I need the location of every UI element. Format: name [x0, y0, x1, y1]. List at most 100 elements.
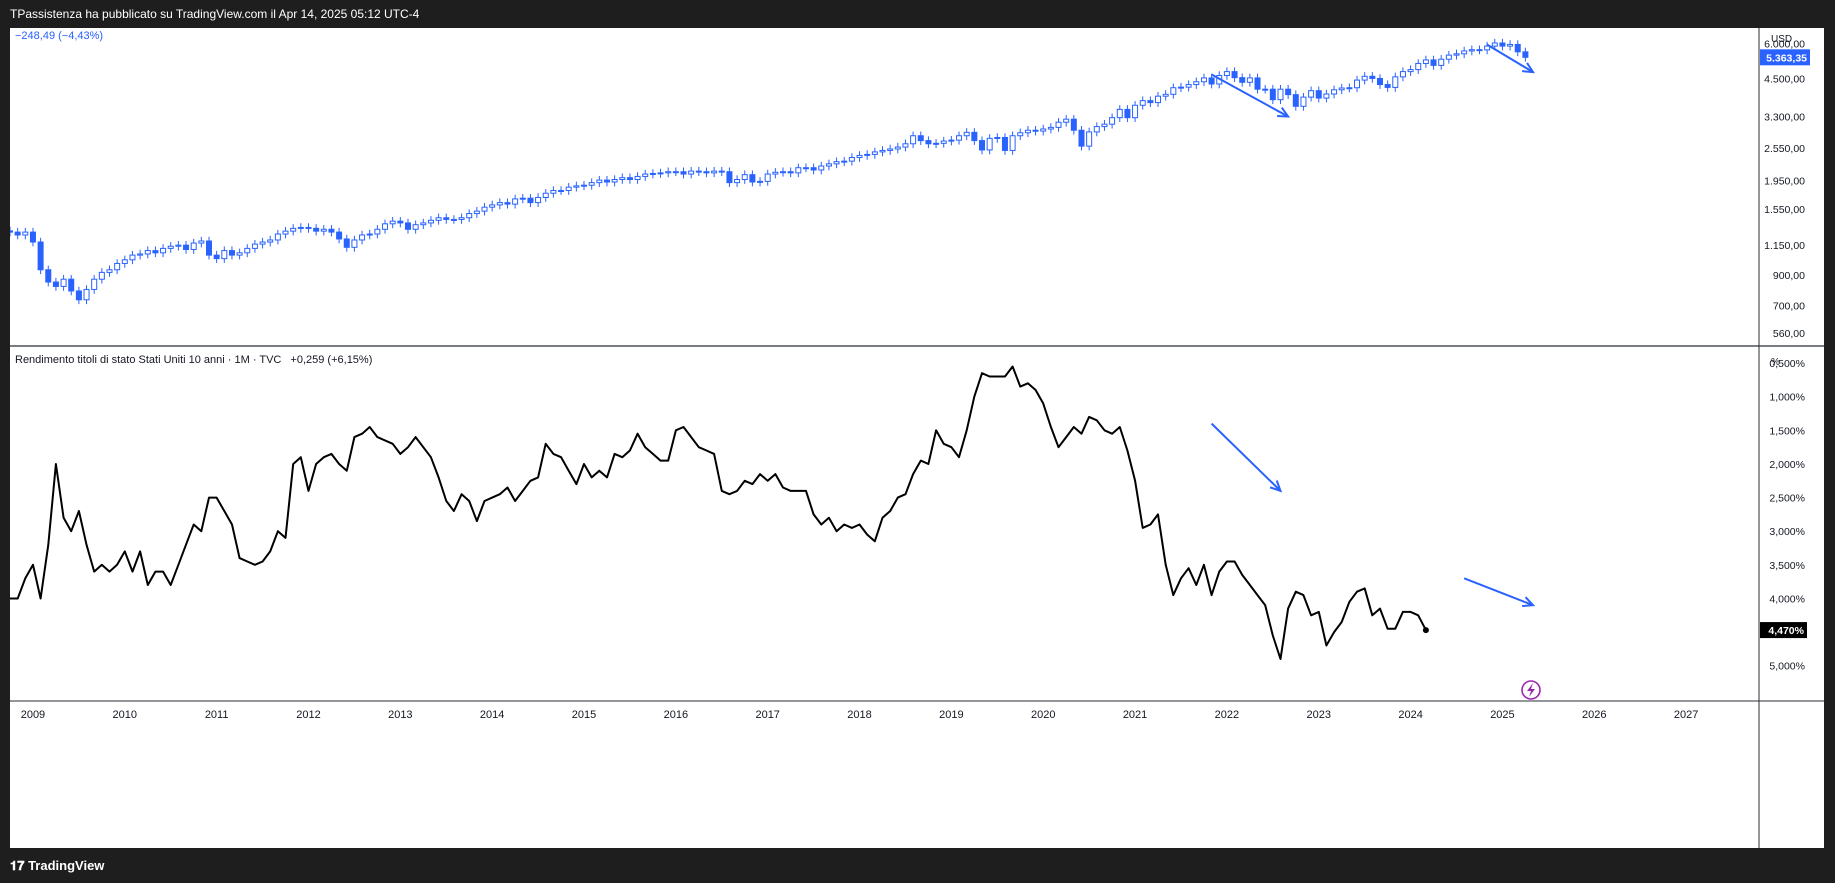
candle-body [213, 254, 220, 260]
candle-body [267, 239, 274, 243]
trend-arrow-head [1269, 480, 1283, 493]
candle-body [542, 192, 549, 198]
time-tick-label: 2025 [1490, 709, 1514, 721]
candle-body [772, 171, 779, 175]
candle-body [596, 179, 603, 184]
candle-body [22, 231, 29, 236]
candle-body [703, 171, 710, 174]
candle-body [336, 231, 343, 240]
spx-tick-label: 560,00 [1773, 328, 1805, 340]
candle-body [519, 197, 526, 200]
spx-last-price-badge [1760, 49, 1810, 66]
candle-body [205, 240, 212, 256]
candle-body [144, 250, 151, 255]
candle-body [1001, 136, 1008, 151]
candle-body [1246, 77, 1253, 83]
candle-body [619, 177, 626, 181]
candle-body [1063, 118, 1070, 123]
candle-body [290, 227, 297, 232]
candle-body [764, 173, 771, 182]
time-tick-label: 2021 [1123, 709, 1147, 721]
spx-price-scale[interactable]: 6.000,00 4.500,00 3.300,00 2.550,00 1.950,00… [1760, 39, 1810, 340]
candle-body [986, 137, 993, 151]
candle-body [351, 239, 358, 248]
candle-body [152, 250, 159, 254]
lightning-icon[interactable] [1521, 680, 1541, 700]
candle-body [864, 153, 871, 156]
candle-body [1177, 86, 1184, 89]
candle-body [1361, 75, 1368, 81]
candle-body [427, 219, 434, 224]
spx-tick-label: 4.500,00 [1764, 74, 1805, 86]
trend-arrow-line [1210, 422, 1282, 492]
time-tick-label: 2009 [21, 709, 45, 721]
yield-last-point [1422, 627, 1429, 634]
candle-body [412, 224, 419, 230]
candle-body [1040, 128, 1047, 132]
candle-body [98, 271, 105, 280]
time-tick-label: 2016 [664, 709, 688, 721]
chart-area[interactable]: 6.000,00 4.500,00 3.300,00 2.550,00 1.950,00… [7, 28, 1824, 848]
candle-body [1024, 129, 1031, 134]
yield-price-scale[interactable]: 0,500% 1,000% 1,500% 2,000% 2,500% 3,000% 3,50… [1760, 358, 1807, 673]
candle-body [198, 240, 205, 244]
tradingview-logo[interactable]: 𝟏𝟕 TradingView [10, 858, 104, 874]
candle-body [1139, 100, 1146, 106]
candle-body [37, 241, 44, 271]
yield-tick-label: 1,500% [1769, 425, 1805, 437]
footer-bar: 𝟏𝟕 TradingView [0, 848, 1835, 883]
time-tick-label: 2026 [1582, 709, 1606, 721]
candle-body [1009, 135, 1016, 151]
candle-body [741, 174, 748, 181]
candle-body [473, 210, 480, 215]
candle-body [297, 226, 304, 229]
candle-body [1338, 87, 1345, 91]
candle-body [1147, 100, 1154, 104]
candle-body [236, 252, 243, 256]
spx-pane[interactable]: 6.000,00 4.500,00 3.300,00 2.550,00 1.950,00… [7, 30, 1810, 340]
yield-tick-label: 0,500% [1769, 358, 1805, 370]
candle-body [1300, 96, 1307, 107]
spx-tick-label: 6.000,00 [1764, 39, 1805, 51]
spx-tick-label: 3.300,00 [1764, 112, 1805, 124]
candle-body [1017, 132, 1024, 137]
yield-pane[interactable]: 0,500% 1,000% 1,500% 2,000% 2,500% 3,000% 3,50… [10, 354, 1807, 700]
candle-body [7, 230, 13, 233]
candle-body [1376, 77, 1383, 86]
time-tick-label: 2020 [1031, 709, 1055, 721]
candle-body [1055, 121, 1062, 128]
candle-body [328, 228, 335, 233]
candle-body [1086, 131, 1093, 147]
candle-body [802, 167, 809, 170]
candle-body [228, 250, 235, 256]
candle-body [374, 228, 381, 235]
candle-body [818, 165, 825, 171]
candle-body [45, 269, 52, 283]
candle-body [726, 171, 733, 184]
tradingview-logo-icon: 𝟏𝟕 [10, 858, 29, 873]
candle-body [1392, 76, 1399, 88]
candle-body [749, 174, 756, 183]
candle-body [879, 149, 886, 153]
candle-body [917, 135, 924, 142]
candle-body [780, 171, 787, 174]
candle-body [1507, 43, 1514, 47]
chart-svg[interactable]: 6.000,00 4.500,00 3.300,00 2.550,00 1.950,00… [7, 28, 1824, 848]
candle-body [1399, 71, 1406, 78]
candle-body [611, 179, 618, 183]
yield-last-label: 4,470% [1768, 625, 1804, 637]
candle-body [1132, 104, 1139, 119]
trend-arrow-head [1522, 596, 1536, 608]
candle-body [366, 233, 373, 236]
candle-body [550, 190, 557, 194]
time-axis[interactable]: 2009 2010 2011 2012 2013 2014 2015 2016 2017 2018… [21, 709, 1699, 721]
candle-body [527, 197, 534, 204]
annotation-arrows-bottom [1210, 422, 1536, 608]
yield-tick-label: 5,000% [1769, 661, 1805, 673]
time-tick-label: 2015 [572, 709, 596, 721]
candle-body [489, 204, 496, 208]
candle-body [1315, 90, 1322, 99]
candle-body [343, 238, 350, 248]
candle-body [1346, 87, 1353, 90]
candle-body [244, 247, 251, 254]
